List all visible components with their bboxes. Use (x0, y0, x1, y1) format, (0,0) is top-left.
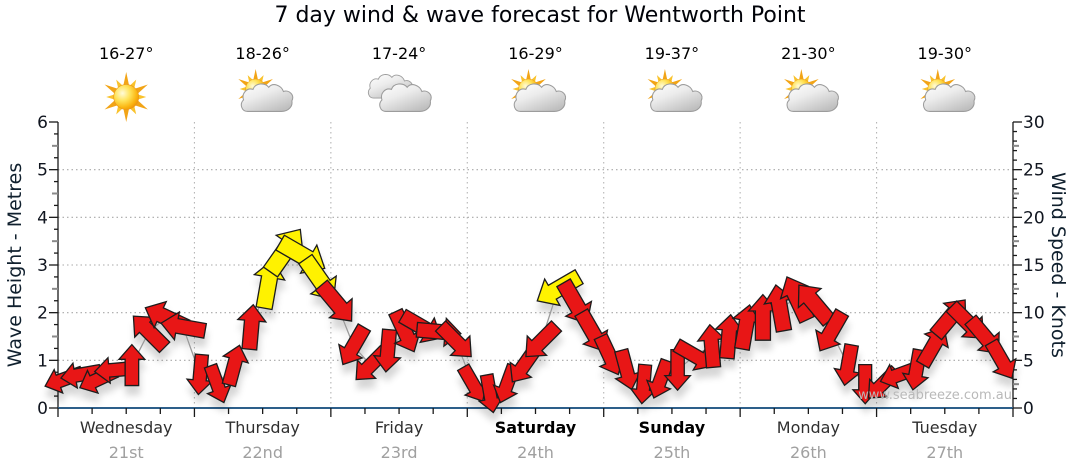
cloud-shape (513, 83, 566, 112)
sun-ray (662, 69, 668, 82)
weather-icon-sunny (104, 72, 148, 122)
cloud-shape (922, 83, 976, 112)
wind-speed-tick-label: 30 (1023, 113, 1045, 133)
page-title: 7 day wind & wave forecast for Wentworth… (274, 3, 806, 28)
wave-height-tick-label: 5 (37, 161, 48, 181)
wind-speed-tick-label: 20 (1023, 208, 1045, 228)
temperature-range: 19-37° (645, 44, 700, 63)
sun-ray (252, 69, 259, 82)
wave-height-tick-label: 4 (37, 208, 48, 228)
sun-ray (122, 106, 130, 122)
wind-speed-axis-label: Wind Speed - Knots (1047, 172, 1069, 358)
watermark: www.seabreeze.com.au (858, 388, 1012, 403)
day-name: Saturday (495, 418, 577, 437)
wave-height-tick-label: 1 (37, 351, 48, 371)
wind-speed-tick-label: 15 (1023, 256, 1045, 276)
wind-speed-tick-label: 25 (1023, 161, 1045, 181)
wind-arrow (117, 343, 147, 387)
wind-arrow (337, 323, 372, 366)
weather-icon-partly-cloudy (784, 69, 839, 112)
temperature-range: 16-27° (99, 44, 154, 63)
wind-arrow (434, 320, 472, 358)
sun-ray (935, 69, 941, 82)
temperature-range: 21-30° (781, 44, 836, 63)
day-name: Friday (375, 418, 424, 437)
sun-ray (525, 69, 532, 82)
weather-icon-partly-cloudy (920, 69, 976, 112)
wind-arrow (984, 338, 1017, 380)
cloud-shape (786, 83, 839, 112)
wind-arrow (525, 320, 563, 358)
weather-icon-partly-cloudy (647, 69, 703, 112)
day-date: 24th (517, 443, 554, 462)
sun-shape (104, 72, 148, 122)
temperature-range: 18-26° (235, 44, 290, 63)
wave-height-tick-label: 3 (37, 256, 48, 276)
day-date: 22nd (242, 443, 283, 462)
time-axis (57, 407, 1014, 417)
weather-icon-cloudy (367, 74, 432, 112)
wind-speed-tick-label: 0 (1023, 399, 1034, 419)
day-name: Tuesday (911, 418, 977, 437)
temperature-range: 16-29° (508, 44, 563, 63)
wave-height-axis-label: Wave Height - Metres (4, 162, 26, 368)
wave-height-tick-label: 0 (37, 399, 48, 419)
weather-icon-partly-cloudy (511, 69, 566, 112)
wind-arrow (372, 328, 402, 373)
temperature-range: 19-30° (918, 44, 973, 63)
forecast-header: 16-27° 18-26° 17-24° 16-29° 19-37° 21-30° 19-3… (99, 44, 976, 122)
day-name: Monday (777, 418, 840, 437)
wind-arrow-series (44, 228, 1017, 414)
day-labels: Wednesday 21st Thursday 22nd Friday 23rd Satur… (80, 418, 977, 462)
wind-speed-tick-label: 5 (1023, 351, 1034, 371)
cloud-shape (240, 83, 294, 112)
wind-arrow (815, 308, 850, 352)
wind-arrow (236, 303, 268, 351)
wind-arrow (221, 344, 250, 388)
day-date: 21st (109, 443, 144, 462)
wind-arrow (160, 310, 208, 342)
wind-arrow (645, 357, 675, 399)
wind-speed-tick-label: 10 (1023, 304, 1045, 324)
wave-height-tick-label: 6 (37, 113, 48, 133)
day-date: 26th (790, 443, 827, 462)
day-date: 23rd (381, 443, 418, 462)
sun-ray (798, 69, 805, 82)
day-name: Wednesday (80, 418, 173, 437)
day-date: 25th (654, 443, 691, 462)
temperature-range: 17-24° (372, 44, 427, 63)
day-name: Sunday (639, 418, 706, 437)
day-name: Thursday (224, 418, 299, 437)
day-date: 27th (926, 443, 963, 462)
wind-speed-axis: 0 5 10 15 20 25 30 (1012, 113, 1045, 419)
cloud-shape (379, 83, 432, 112)
wind-arrow (314, 279, 353, 322)
sun-disc (113, 84, 140, 110)
wave-height-tick-label: 2 (37, 304, 48, 324)
weather-icon-partly-cloudy (238, 69, 294, 112)
sun-ray (122, 72, 130, 88)
cloud-shape (650, 83, 703, 112)
